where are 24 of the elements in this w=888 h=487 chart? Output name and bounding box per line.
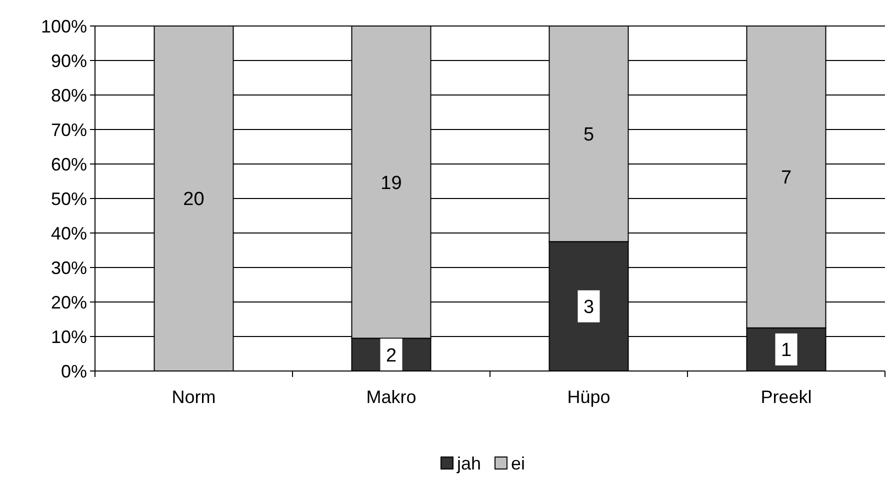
- y-tick-label: 100%: [40, 16, 87, 36]
- y-tick-label: 40%: [50, 223, 87, 244]
- annotation: 20: [183, 189, 204, 210]
- y-tick-label: 30%: [50, 258, 87, 278]
- x-tick-label: Norm: [172, 387, 216, 407]
- x-tick-label: Preekl: [760, 387, 812, 407]
- y-tick-label: 70%: [50, 120, 87, 140]
- legend-label: ei: [511, 453, 526, 474]
- annotation: 3: [583, 296, 594, 318]
- annotation: 1: [780, 340, 792, 362]
- y-tick-label: 60%: [50, 154, 87, 174]
- y-tick-label: 50%: [50, 188, 87, 209]
- y-tick-label: 0%: [60, 361, 87, 382]
- y-tick-label: 80%: [50, 85, 87, 106]
- y-tick-label: 90%: [50, 50, 87, 71]
- x-tick-label: Hüpo: [567, 387, 610, 407]
- annotation: 2: [386, 345, 397, 366]
- y-tick-label: 20%: [50, 292, 87, 312]
- y-tick-label: 10%: [50, 326, 87, 347]
- annotation: 5: [583, 124, 594, 146]
- x-tick-label: Makro: [366, 387, 416, 407]
- annotation: 7: [780, 168, 792, 189]
- legend-label: jah: [456, 453, 482, 474]
- annotation: 19: [380, 172, 402, 194]
